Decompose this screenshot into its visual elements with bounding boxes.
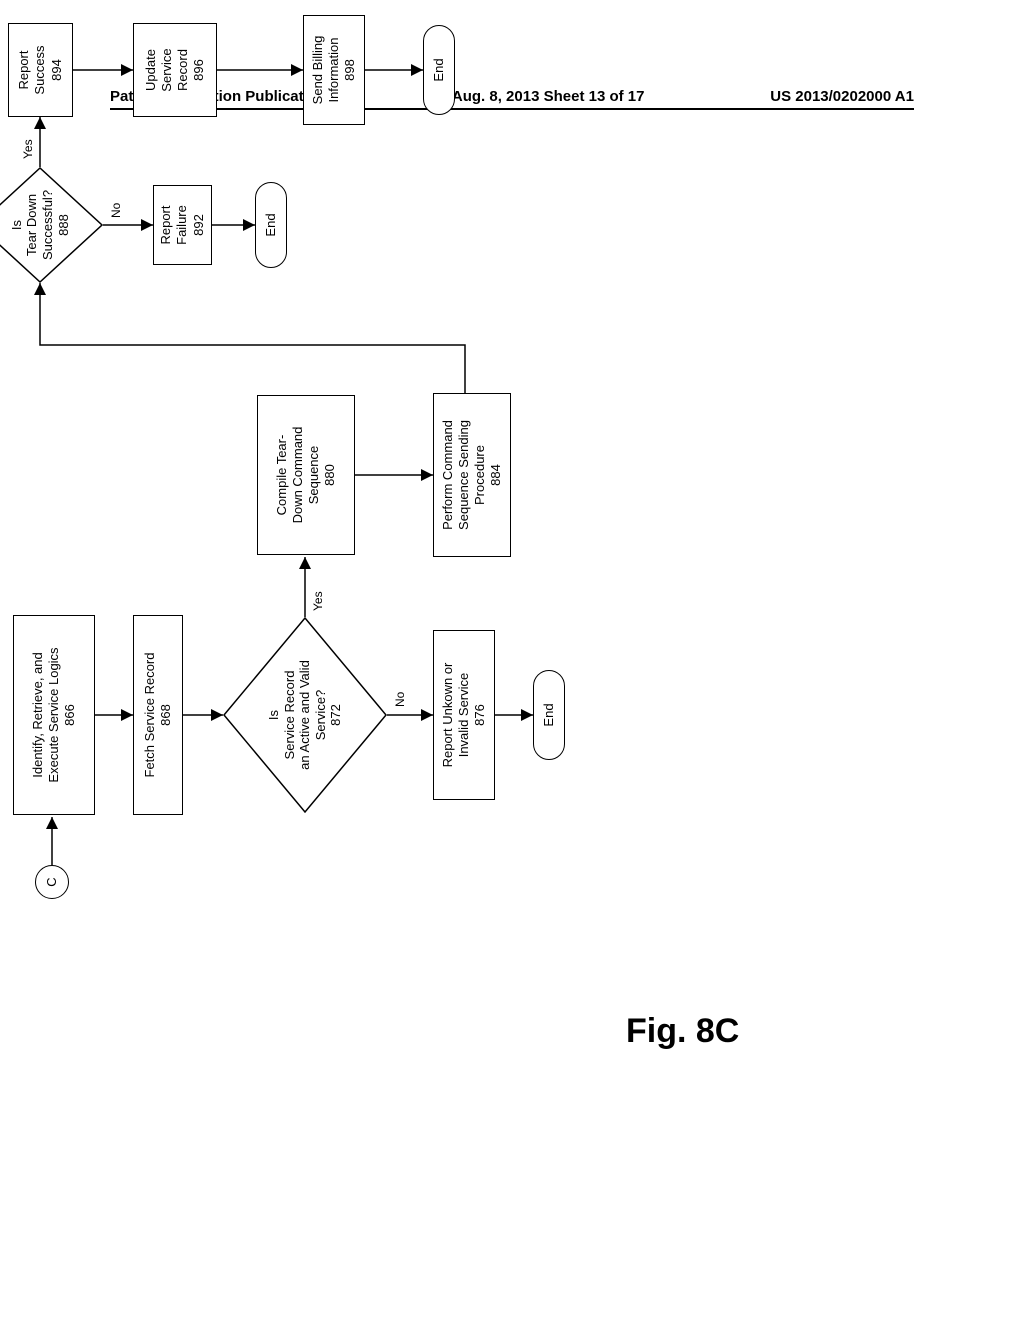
header-rule [110,108,914,110]
node-892-label: Report Failure 892 [158,205,207,245]
node-894-label: Report Success 894 [16,45,65,94]
node-894: Report Success 894 [8,23,73,117]
connector-c: C [35,865,69,899]
end-3-label: End [431,58,447,81]
node-876: Report Unkown or Invalid Service 876 [433,630,495,800]
node-868-label: Fetch Service Record 868 [142,653,175,778]
node-872-label: Is Service Record an Active and Valid Se… [266,660,344,770]
node-888-label: Is Tear Down Successful? 888 [9,190,71,260]
edge-label-no-888: No [109,203,123,218]
end-2: End [255,182,287,268]
edge-label-yes-888: Yes [21,139,35,159]
node-880: Compile Tear- Down Command Sequence 880 [257,395,355,555]
end-1: End [533,670,565,760]
node-898-label: Send Billing Information 898 [310,36,359,105]
end-2-label: End [263,213,279,236]
node-880-label: Compile Tear- Down Command Sequence 880 [274,427,339,524]
node-884: Perform Command Sequence Sending Procedu… [433,393,511,557]
node-888: Is Tear Down Successful? 888 [0,167,103,283]
header-right: US 2013/0202000 A1 [770,88,914,105]
node-872: Is Service Record an Active and Valid Se… [223,617,387,813]
node-866: Identify, Retrieve, and Execute Service … [13,615,95,815]
edge-label-no-872: No [393,692,407,707]
end-3: End [423,25,455,115]
header-center: Aug. 8, 2013 Sheet 13 of 17 [452,88,645,105]
edge-label-yes-872: Yes [311,591,325,611]
node-868: Fetch Service Record 868 [133,615,183,815]
node-892: Report Failure 892 [153,185,212,265]
node-896: Update Service Record 896 [133,23,217,117]
end-1-label: End [541,703,557,726]
node-876-label: Report Unkown or Invalid Service 876 [440,663,489,768]
node-896-label: Update Service Record 896 [143,48,208,91]
node-884-label: Perform Command Sequence Sending Procedu… [440,420,505,530]
page: Patent Application Publication Aug. 8, 2… [0,0,1024,1320]
flowchart: C Identify, Retrieve, and Execute Servic… [5,305,915,985]
connector-c-label: C [44,877,60,886]
node-898: Send Billing Information 898 [303,15,365,125]
figure-caption: Fig. 8C [626,1012,739,1051]
node-866-label: Identify, Retrieve, and Execute Service … [30,647,79,782]
